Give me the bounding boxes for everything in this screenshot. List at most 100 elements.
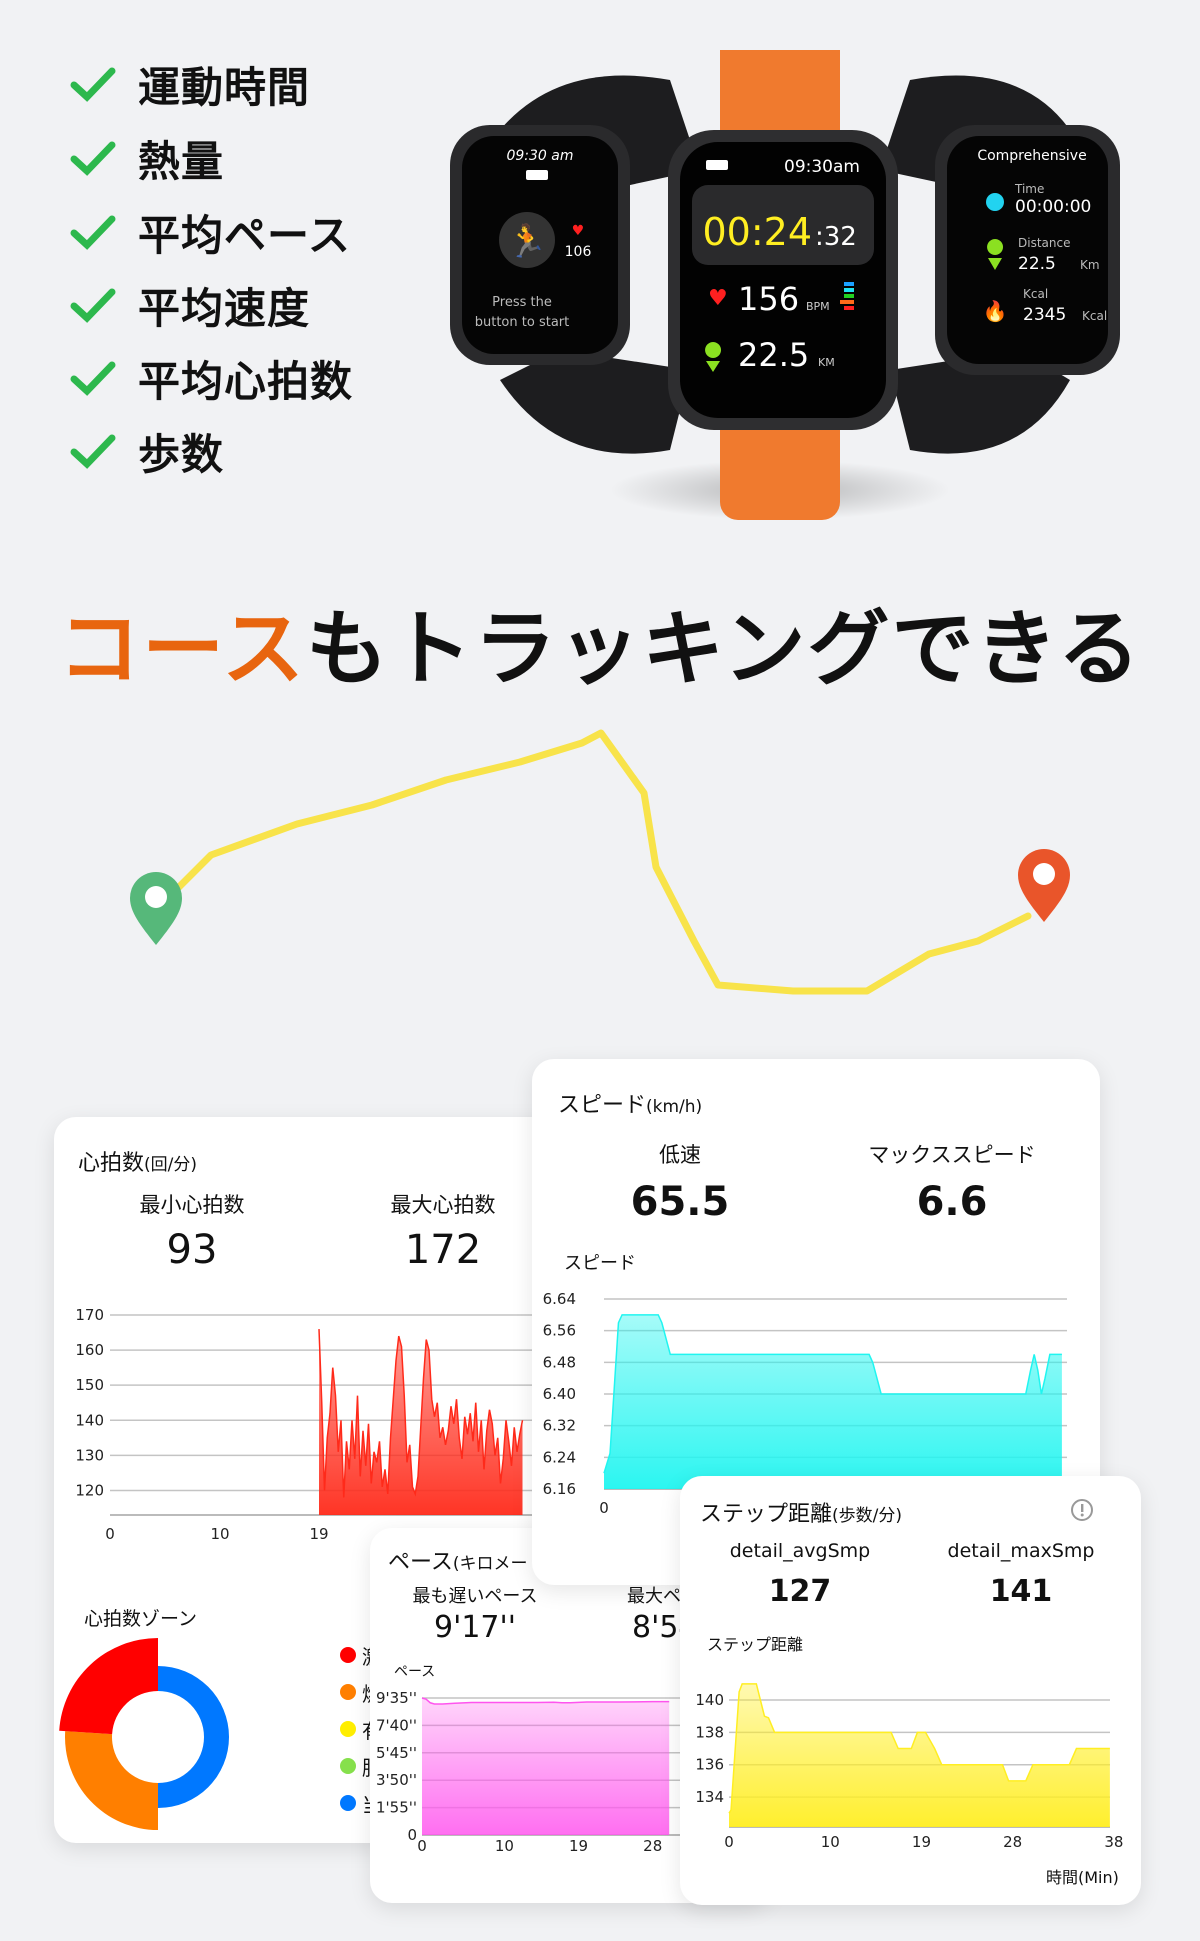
x-tick-label: 0 (599, 1499, 609, 1517)
y-tick-label: 134 (695, 1788, 724, 1806)
x-tick-label: 0 (724, 1833, 734, 1851)
max-speed-value: 6.6 (916, 1179, 988, 1225)
feature-label: 歩数 (138, 429, 225, 479)
heart-rate-value: 156 (738, 280, 799, 318)
slowest-pace-label: 最も遅いペース (412, 1586, 538, 1607)
feature-item: 歩数 (70, 421, 224, 481)
min-heart-label: 最小心拍数 (139, 1193, 245, 1217)
feature-item: 平均速度 (70, 275, 310, 335)
x-tick-label: 0 (417, 1837, 427, 1855)
y-tick-label: 136 (695, 1756, 724, 1774)
heart-zone-donut (59, 1638, 229, 1830)
y-tick-label: 3'50'' (376, 1771, 417, 1789)
y-tick-label: 5'45'' (376, 1744, 417, 1762)
workout-timer-seconds: :32 (815, 222, 857, 252)
check-icon (70, 434, 116, 469)
headline: コースもトラッキングできる (0, 582, 1200, 701)
legend-dot (340, 1758, 356, 1774)
low-speed-value: 65.5 (630, 1179, 730, 1225)
x-tick-label: 19 (309, 1525, 328, 1543)
pace-chart-label: ペース (394, 1664, 436, 1680)
feature-item: 熱量 (70, 128, 224, 188)
check-icon (70, 215, 116, 250)
y-tick-label: 6.24 (543, 1448, 576, 1466)
feature-label: 平均ペース (138, 210, 351, 260)
x-tick-label: 28 (1003, 1833, 1022, 1851)
y-tick-label: 140 (75, 1411, 104, 1429)
title-unit: (回/分) (144, 1155, 198, 1175)
info-circle-icon[interactable] (1070, 1498, 1094, 1522)
watch-value: 00:00:00 (1015, 197, 1091, 217)
feature-label: 平均心拍数 (138, 356, 354, 406)
avg-step-label: detail_avgSmp (729, 1540, 871, 1562)
y-tick-label: 7'40'' (376, 1716, 417, 1734)
heart-icon: ♥ (572, 223, 585, 239)
watch-time: 09:30 am (506, 148, 573, 164)
y-tick-label: 6.32 (543, 1417, 576, 1435)
max-step-label: detail_maxSmp (947, 1540, 1095, 1562)
low-speed-label: 低速 (659, 1143, 701, 1167)
series-line (603, 1314, 1062, 1474)
step-chart-label: ステップ距離 (707, 1635, 804, 1654)
headline-accent: コース (58, 602, 306, 697)
series-line (318, 1329, 524, 1498)
check-icon (70, 288, 116, 323)
legend-dot (340, 1647, 356, 1663)
y-tick-label: 0 (407, 1826, 417, 1844)
x-tick-label: 0 (105, 1525, 115, 1543)
max-pace-label: 最大ペ (627, 1586, 681, 1607)
title-text: ステップ距離 (700, 1502, 833, 1527)
watch-value: 2345 (1023, 305, 1066, 325)
check-icon (70, 141, 116, 176)
heart-unit: BPM (806, 300, 830, 313)
y-tick-label: 130 (75, 1446, 104, 1464)
watch-title: Comprehensive (977, 148, 1086, 164)
y-tick-label: 6.40 (543, 1385, 576, 1403)
watch-time: 09:30am (784, 157, 860, 177)
watch-heart-value: 106 (565, 244, 592, 260)
clock-icon (986, 193, 1004, 211)
distance-unit: KM (818, 356, 835, 369)
watch-unit: Km (1080, 258, 1100, 272)
feature-label: 熱量 (138, 136, 225, 186)
donut-slice (158, 1666, 229, 1808)
area-fill (729, 1683, 1110, 1827)
avg-step-value: 127 (768, 1574, 832, 1609)
feature-item: 平均心拍数 (70, 348, 353, 408)
start-pin-icon (130, 872, 182, 945)
x-tick-label: 10 (495, 1837, 514, 1855)
step-card: ステップ距離(歩数/分) detail_avgSmp 127 detail_ma… (680, 1476, 1141, 1905)
y-tick-label: 6.56 (543, 1322, 576, 1340)
watch-label: Time (1014, 182, 1044, 196)
location-icon (705, 342, 722, 372)
y-tick-label: 150 (75, 1376, 104, 1394)
y-tick-label: 160 (75, 1341, 104, 1359)
y-tick-label: 170 (75, 1306, 104, 1324)
title-unit: (km/h) (646, 1097, 703, 1117)
x-axis-title: 時間(Min) (1046, 1868, 1119, 1887)
y-tick-label: 6.64 (543, 1290, 576, 1308)
feature-label: 平均速度 (138, 283, 311, 333)
feature-item: 平均ペース (70, 202, 351, 262)
heart-zone-title: 心拍数ゾーン (84, 1608, 198, 1630)
smartwatch-product-image: 09:30 am 🏃 ♥ 106 Press the button to sta… (450, 50, 1120, 520)
card-title: 心拍数(回/分) (78, 1145, 197, 1177)
watch-label: Distance (1018, 236, 1070, 250)
route-path (152, 729, 1032, 995)
max-heart-label: 最大心拍数 (390, 1193, 496, 1217)
title-text: ペース (388, 1550, 453, 1575)
y-tick-label: 120 (75, 1481, 104, 1499)
location-icon (987, 239, 1004, 270)
watch-label: Kcal (1023, 287, 1048, 301)
heart-icon: ♥ (708, 286, 728, 311)
watch-value: 22.5 (1018, 254, 1056, 274)
card-title: ステップ距離(歩数/分) (700, 1496, 902, 1528)
center-watch: 09:30am 00:24 :32 ♥ 156 BPM 22.5 KM (668, 130, 898, 430)
title-text: 心拍数 (78, 1151, 145, 1176)
watch-prompt: Press the (492, 295, 552, 310)
right-watch: Comprehensive Time 00:00:00 Distance 22.… (935, 125, 1120, 375)
x-tick-label: 19 (569, 1837, 588, 1855)
feature-label: 運動時間 (138, 62, 311, 112)
step-chart: 134 136 138 140 0 10 19 28 38 (695, 1683, 1123, 1851)
max-step-value: 141 (989, 1574, 1053, 1609)
